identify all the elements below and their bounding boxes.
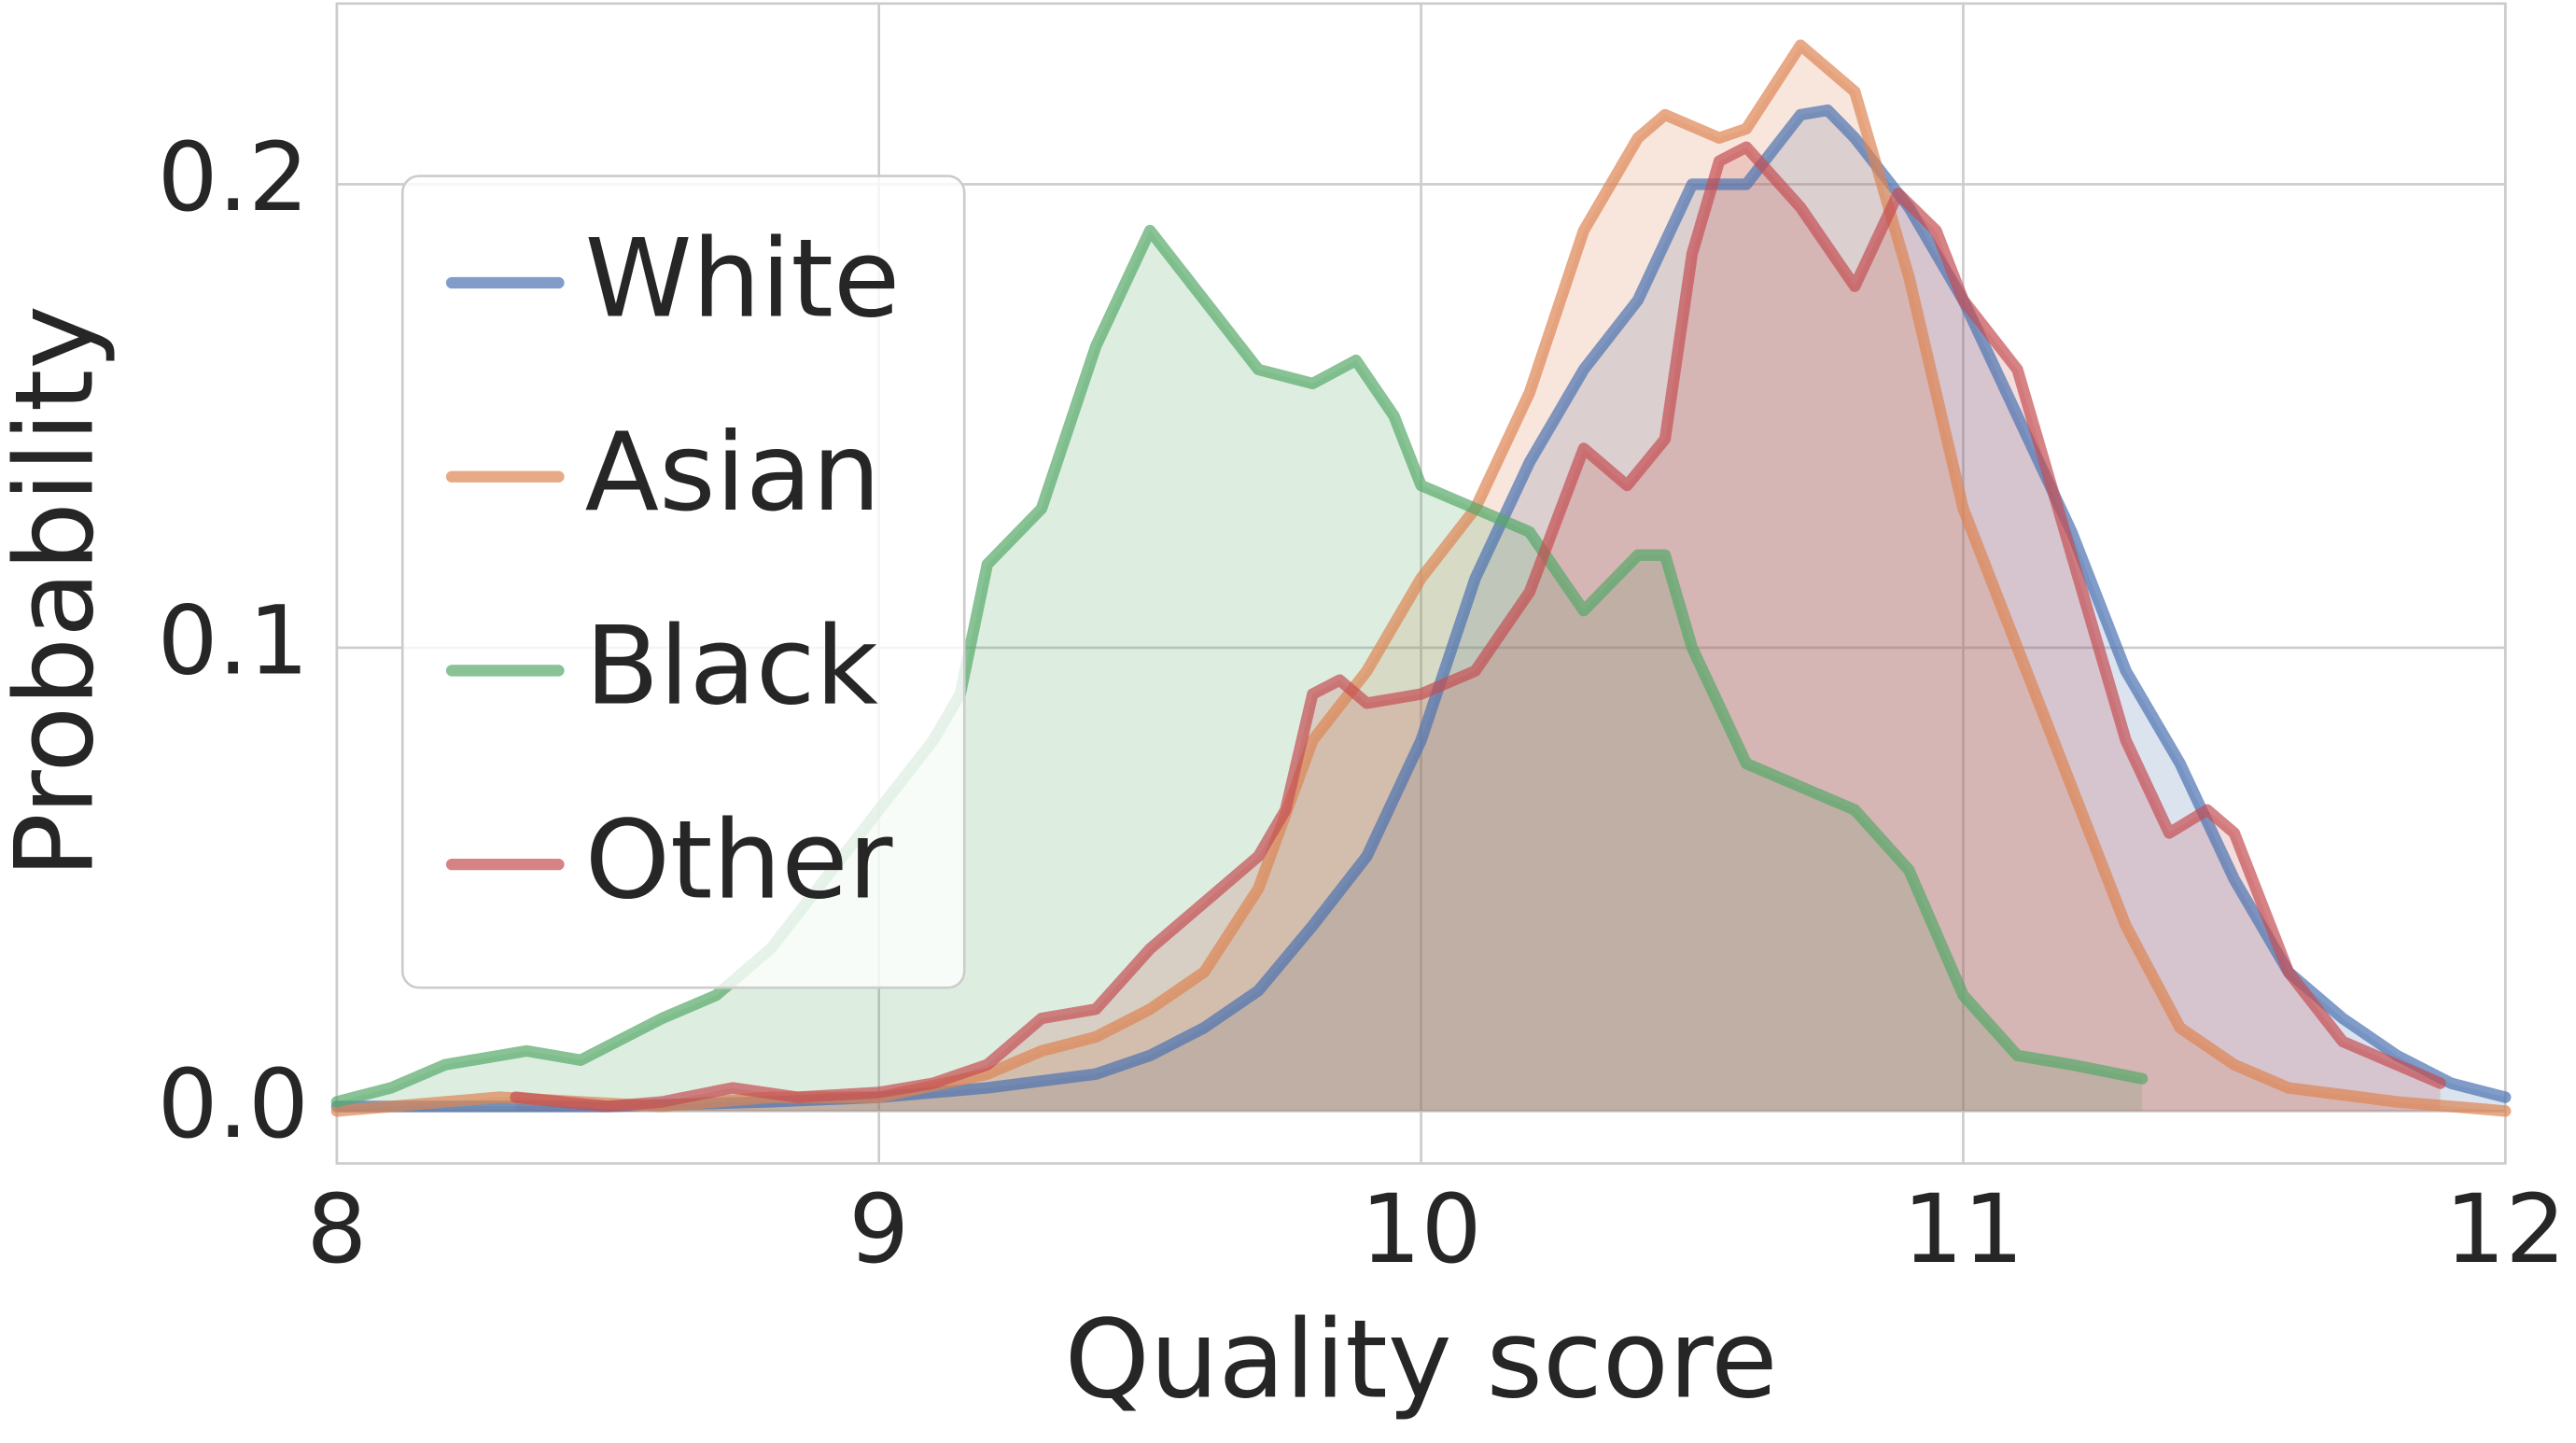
area (336, 110, 2506, 1112)
x-tick-label: 10 (1361, 1174, 1482, 1285)
line (330, 39, 2512, 1117)
legend-label: White (585, 216, 901, 342)
y-axis-label: Probability (0, 305, 119, 878)
ticks: 8 9 10 11 12 0.0 0.1 0.2 (158, 122, 2567, 1285)
area (515, 147, 2441, 1112)
legend: White Asian Black Other (400, 175, 966, 989)
legend-label: Other (585, 797, 893, 923)
lines (330, 39, 2512, 1117)
area (336, 231, 2143, 1112)
line (330, 104, 2512, 1113)
area (336, 45, 2506, 1112)
y-tick-label: 0.2 (158, 122, 309, 233)
x-tick-label: 9 (848, 1174, 909, 1285)
legend-label: Black (585, 604, 878, 730)
y-tick-label: 0.1 (158, 586, 309, 697)
x-tick-label: 11 (1902, 1174, 2023, 1285)
x-tick-label: 8 (306, 1174, 367, 1285)
y-tick-label: 0.0 (158, 1049, 309, 1160)
areas (336, 45, 2506, 1112)
line (510, 141, 2446, 1113)
legend-box (400, 175, 966, 989)
legend-label: Asian (585, 410, 881, 536)
x-tick-label: 12 (2444, 1174, 2566, 1285)
x-axis-label: Quality score (1065, 1296, 1778, 1422)
line (330, 224, 2149, 1108)
